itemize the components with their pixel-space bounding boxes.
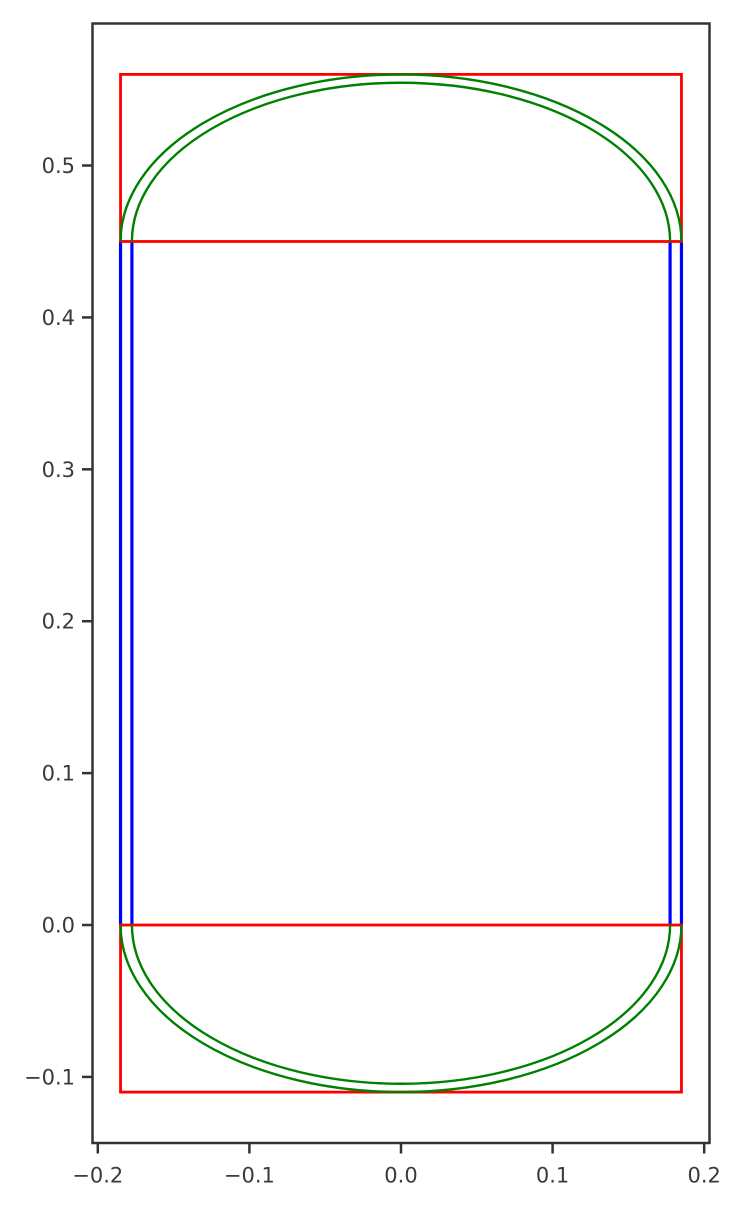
x-tick-label: 0.1 bbox=[536, 1164, 569, 1188]
y-tick-label: 0.1 bbox=[42, 762, 75, 786]
elliptical-head-arc bbox=[130, 925, 672, 1085]
elliptical-head-arc bbox=[119, 73, 683, 242]
head-bounding-box bbox=[119, 923, 683, 1094]
x-tick-label: −0.1 bbox=[224, 1164, 275, 1188]
y-tick-label: 0.5 bbox=[42, 154, 75, 178]
y-tick-label: 0.0 bbox=[42, 914, 75, 938]
y-tick-label: 0.4 bbox=[42, 306, 75, 330]
elliptical-head-arc bbox=[130, 81, 672, 242]
y-tick-label: 0.2 bbox=[42, 610, 75, 634]
head-bounding-box bbox=[119, 72, 683, 243]
x-tick-label: −0.2 bbox=[72, 1164, 123, 1188]
x-tick-label: 0.2 bbox=[687, 1164, 720, 1188]
axes-spines bbox=[91, 22, 711, 1145]
y-tick-label: −0.1 bbox=[24, 1065, 75, 1089]
x-tick-label: 0.0 bbox=[384, 1164, 417, 1188]
y-tick-label: 0.3 bbox=[42, 458, 75, 482]
elliptical-head-arc bbox=[119, 925, 683, 1094]
